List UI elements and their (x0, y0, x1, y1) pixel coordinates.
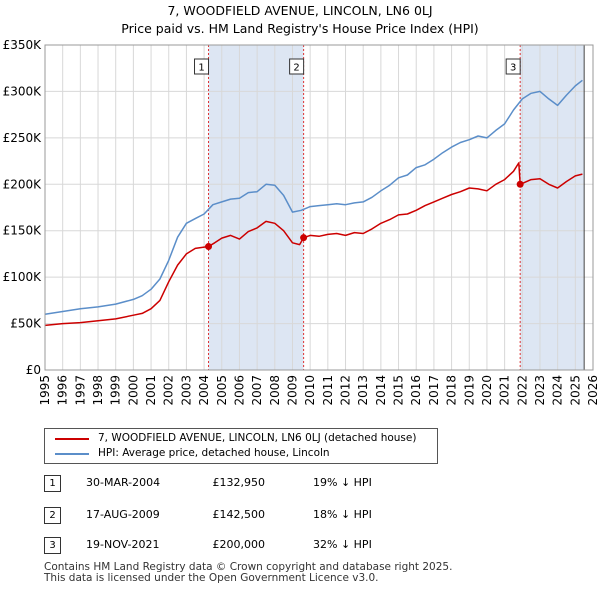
footer: Contains HM Land Registry data © Crown c… (44, 562, 452, 584)
sale-number-label: 2 (293, 63, 299, 74)
y-tick-label: £350K (3, 38, 43, 52)
transaction-price: £132,950 (212, 476, 266, 489)
x-tick-label: 1999 (109, 375, 123, 406)
x-tick-label: 1998 (91, 375, 105, 406)
x-tick-label: 2013 (356, 375, 370, 406)
y-tick-label: £150K (3, 224, 43, 238)
x-tick-label: 2020 (480, 375, 494, 406)
footer-license: This data is licensed under the Open Gov… (44, 572, 379, 584)
plot-frame (44, 44, 594, 371)
y-tick-label: £50K (10, 317, 42, 331)
y-tick-label: £100K (3, 270, 43, 284)
x-tick-label: 2005 (215, 375, 229, 406)
x-tick-label: 2023 (533, 375, 547, 406)
sale-point (300, 234, 308, 242)
sale-marker-lines (208, 45, 585, 370)
legend-label-hpi: HPI: Average price, detached house, Linc… (98, 447, 330, 459)
y-tick-label: £200K (3, 177, 43, 191)
x-tick-label: 2008 (268, 375, 282, 406)
transaction-date: 19-NOV-2021 (86, 538, 160, 551)
transaction-hpi-delta: 19% ↓ HPI (313, 476, 372, 489)
x-tick-label: 2006 (232, 375, 246, 406)
sale-number-label: 1 (198, 63, 204, 74)
x-tick-label: 2015 (392, 375, 406, 406)
legend-swatch-property (55, 438, 89, 440)
x-tick-label: 2014 (374, 375, 388, 406)
transaction-price: £142,500 (212, 508, 266, 521)
chart-title: 7, WOODFIELD AVENUE, LINCOLN, LN6 0LJ (167, 3, 433, 18)
x-tick-label: 2009 (285, 375, 299, 406)
x-tick-label: 2000 (126, 375, 140, 406)
x-tick-label: 2018 (445, 375, 459, 406)
x-tick-label: 2004 (197, 375, 211, 406)
axes (44, 44, 594, 371)
x-tick-label: 2001 (144, 375, 158, 406)
x-tick-label: 2021 (498, 375, 512, 406)
sale-number-box (194, 58, 210, 75)
transaction-hpi-delta: 18% ↓ HPI (313, 508, 372, 521)
x-tick-label: 2007 (250, 375, 264, 406)
chart-canvas: £0 £50K £100K £150K £200K £250K £300K £350K 1995… (3, 38, 600, 406)
y-tick-label: £250K (3, 131, 43, 145)
hpi-line (44, 79, 583, 316)
sale-points (205, 180, 524, 251)
property-price-line (44, 162, 583, 327)
sale-number-box (505, 58, 521, 75)
x-tick-label: 2025 (568, 375, 582, 406)
x-tick-label: 2017 (427, 375, 441, 406)
x-tick-label: 2012 (339, 375, 353, 406)
x-tick-label: 1996 (56, 375, 70, 406)
footer-copyright: Contains HM Land Registry data © Crown c… (44, 561, 453, 573)
sale-point (516, 180, 524, 188)
future-region (584, 45, 593, 370)
x-tick-label: 2002 (162, 375, 176, 406)
x-tick-label: 2024 (551, 375, 565, 406)
sale-number-boxes: 1 2 3 (194, 58, 521, 75)
x-tick-label: 2026 (586, 375, 600, 406)
sale-point (205, 243, 213, 251)
x-tick-label: 1997 (73, 375, 87, 406)
transaction-number: 2 (44, 507, 61, 524)
y-tick-label: £300K (3, 84, 43, 98)
sale-number-label: 3 (510, 63, 516, 74)
sale-number-box (289, 58, 305, 75)
series-lines (44, 79, 583, 327)
sale-bands (208, 45, 593, 370)
sale-band (208, 45, 304, 370)
transaction-number: 3 (44, 537, 61, 554)
x-tick-label: 2003 (179, 375, 193, 406)
transaction-date: 17-AUG-2009 (86, 508, 160, 521)
sale-band (520, 45, 585, 370)
chart-title-block: 7, WOODFIELD AVENUE, LINCOLN, LN6 0LJ Pr… (0, 2, 600, 38)
tick-labels: £0 £50K £100K £150K £200K £250K £300K £350K 1995… (3, 38, 600, 406)
x-tick-label: 2010 (303, 375, 317, 406)
grid (44, 44, 594, 371)
legend: 7, WOODFIELD AVENUE, LINCOLN, LN6 0LJ (d… (44, 428, 438, 464)
legend-swatch-hpi (55, 453, 89, 455)
chart-subtitle: Price paid vs. HM Land Registry's House … (121, 21, 479, 36)
x-tick-label: 2011 (321, 375, 335, 406)
transaction-date: 30-MAR-2004 (86, 476, 161, 489)
transaction-hpi-delta: 32% ↓ HPI (313, 538, 372, 551)
y-tick-label: £0 (26, 363, 41, 377)
x-tick-label: 2022 (515, 375, 529, 406)
legend-label-property: 7, WOODFIELD AVENUE, LINCOLN, LN6 0LJ (d… (98, 432, 417, 444)
x-tick-label: 2019 (462, 375, 476, 406)
transaction-price: £200,000 (212, 538, 266, 551)
x-tick-label: 2016 (409, 375, 423, 406)
x-tick-label: 1995 (38, 375, 52, 406)
transaction-number: 1 (44, 475, 61, 492)
